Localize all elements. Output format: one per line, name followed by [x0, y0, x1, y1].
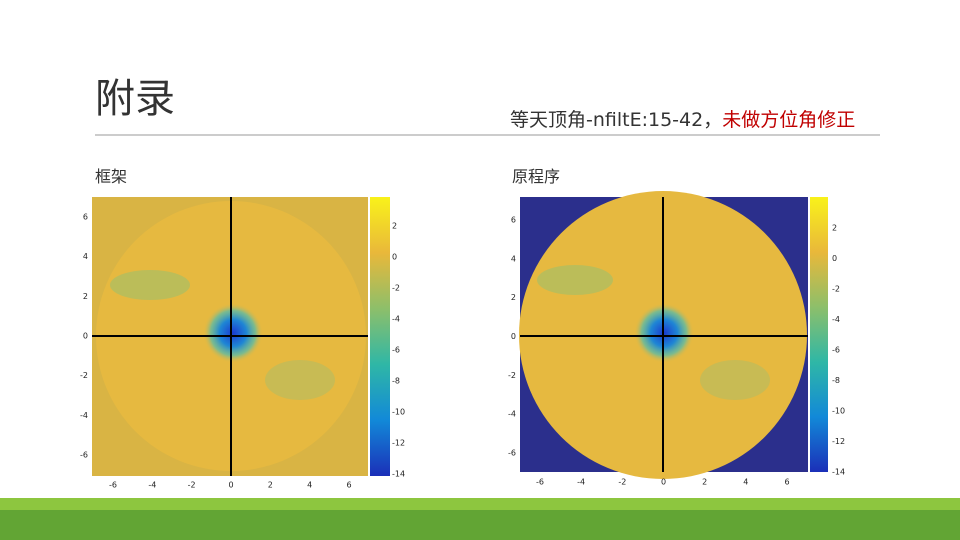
y-tick-label: -6: [80, 451, 88, 460]
colorbar-tick-label: -10: [392, 408, 405, 417]
caption: 原程序: [512, 167, 560, 186]
heatmap: [519, 191, 828, 479]
colorbar-tick-label: -6: [832, 346, 840, 355]
colorbar-tick-label: -8: [832, 376, 840, 385]
colorbar-tick-label: -4: [392, 315, 400, 324]
subtitle-note: 未做方位角修正: [722, 109, 855, 131]
y-tick-label: -4: [80, 411, 88, 420]
colorbar-tick-label: -2: [832, 285, 840, 294]
colorbar-tick-label: -2: [392, 284, 400, 293]
x-tick-label: 4: [307, 481, 312, 490]
colorbar-tick-label: -6: [392, 346, 400, 355]
colorbar-tick-label: -14: [392, 470, 405, 479]
y-tick-label: 0: [511, 332, 516, 341]
y-tick-label: 2: [511, 293, 516, 302]
x-tick-label: 6: [346, 481, 351, 490]
x-tick-label: 2: [268, 481, 273, 490]
y-tick-label: 6: [511, 216, 516, 225]
colorbar-tick-label: -8: [392, 377, 400, 386]
x-tick-label: 6: [784, 478, 789, 487]
x-tick-label: -2: [188, 481, 196, 490]
colorbar-tick-label: -14: [832, 468, 845, 477]
x-tick-label: 0: [228, 481, 233, 490]
x-tick-label: -2: [618, 478, 626, 487]
x-tick-label: -6: [536, 478, 544, 487]
colorbar-tick-label: -12: [392, 439, 405, 448]
colorbar-tick-label: 0: [832, 254, 837, 263]
caption: 框架: [95, 167, 127, 186]
x-tick-label: 0: [661, 478, 666, 487]
colorbar-tick-label: -10: [832, 407, 845, 416]
colorbar-tick-label: 0: [392, 253, 397, 262]
footer-band: [0, 510, 960, 540]
y-tick-label: 4: [511, 254, 516, 263]
y-tick-label: -2: [80, 371, 88, 380]
y-tick-label: -4: [508, 410, 516, 419]
subtitle-main: 等天顶角-nfiltE:15-42，: [510, 109, 722, 131]
x-tick-label: 4: [743, 478, 748, 487]
colorbar-tick-label: 2: [832, 224, 837, 233]
x-tick-label: -4: [148, 481, 156, 490]
heatmap: [92, 197, 390, 476]
colorbar-tick-label: -12: [832, 437, 845, 446]
y-tick-label: -2: [508, 371, 516, 380]
footer-band: [0, 498, 960, 510]
colorbar-tick-label: -4: [832, 315, 840, 324]
subtitle: 等天顶角-nfiltE:15-42，未做方位角修正: [510, 109, 855, 131]
x-tick-label: 2: [702, 478, 707, 487]
y-tick-label: 6: [83, 213, 88, 222]
title: 附录: [95, 76, 175, 122]
x-tick-label: -4: [577, 478, 585, 487]
colorbar-tick-label: 2: [392, 222, 397, 231]
y-tick-label: 2: [83, 292, 88, 301]
x-tick-label: -6: [109, 481, 117, 490]
y-tick-label: 4: [83, 252, 88, 261]
y-tick-label: -6: [508, 449, 516, 458]
y-tick-label: 0: [83, 332, 88, 341]
